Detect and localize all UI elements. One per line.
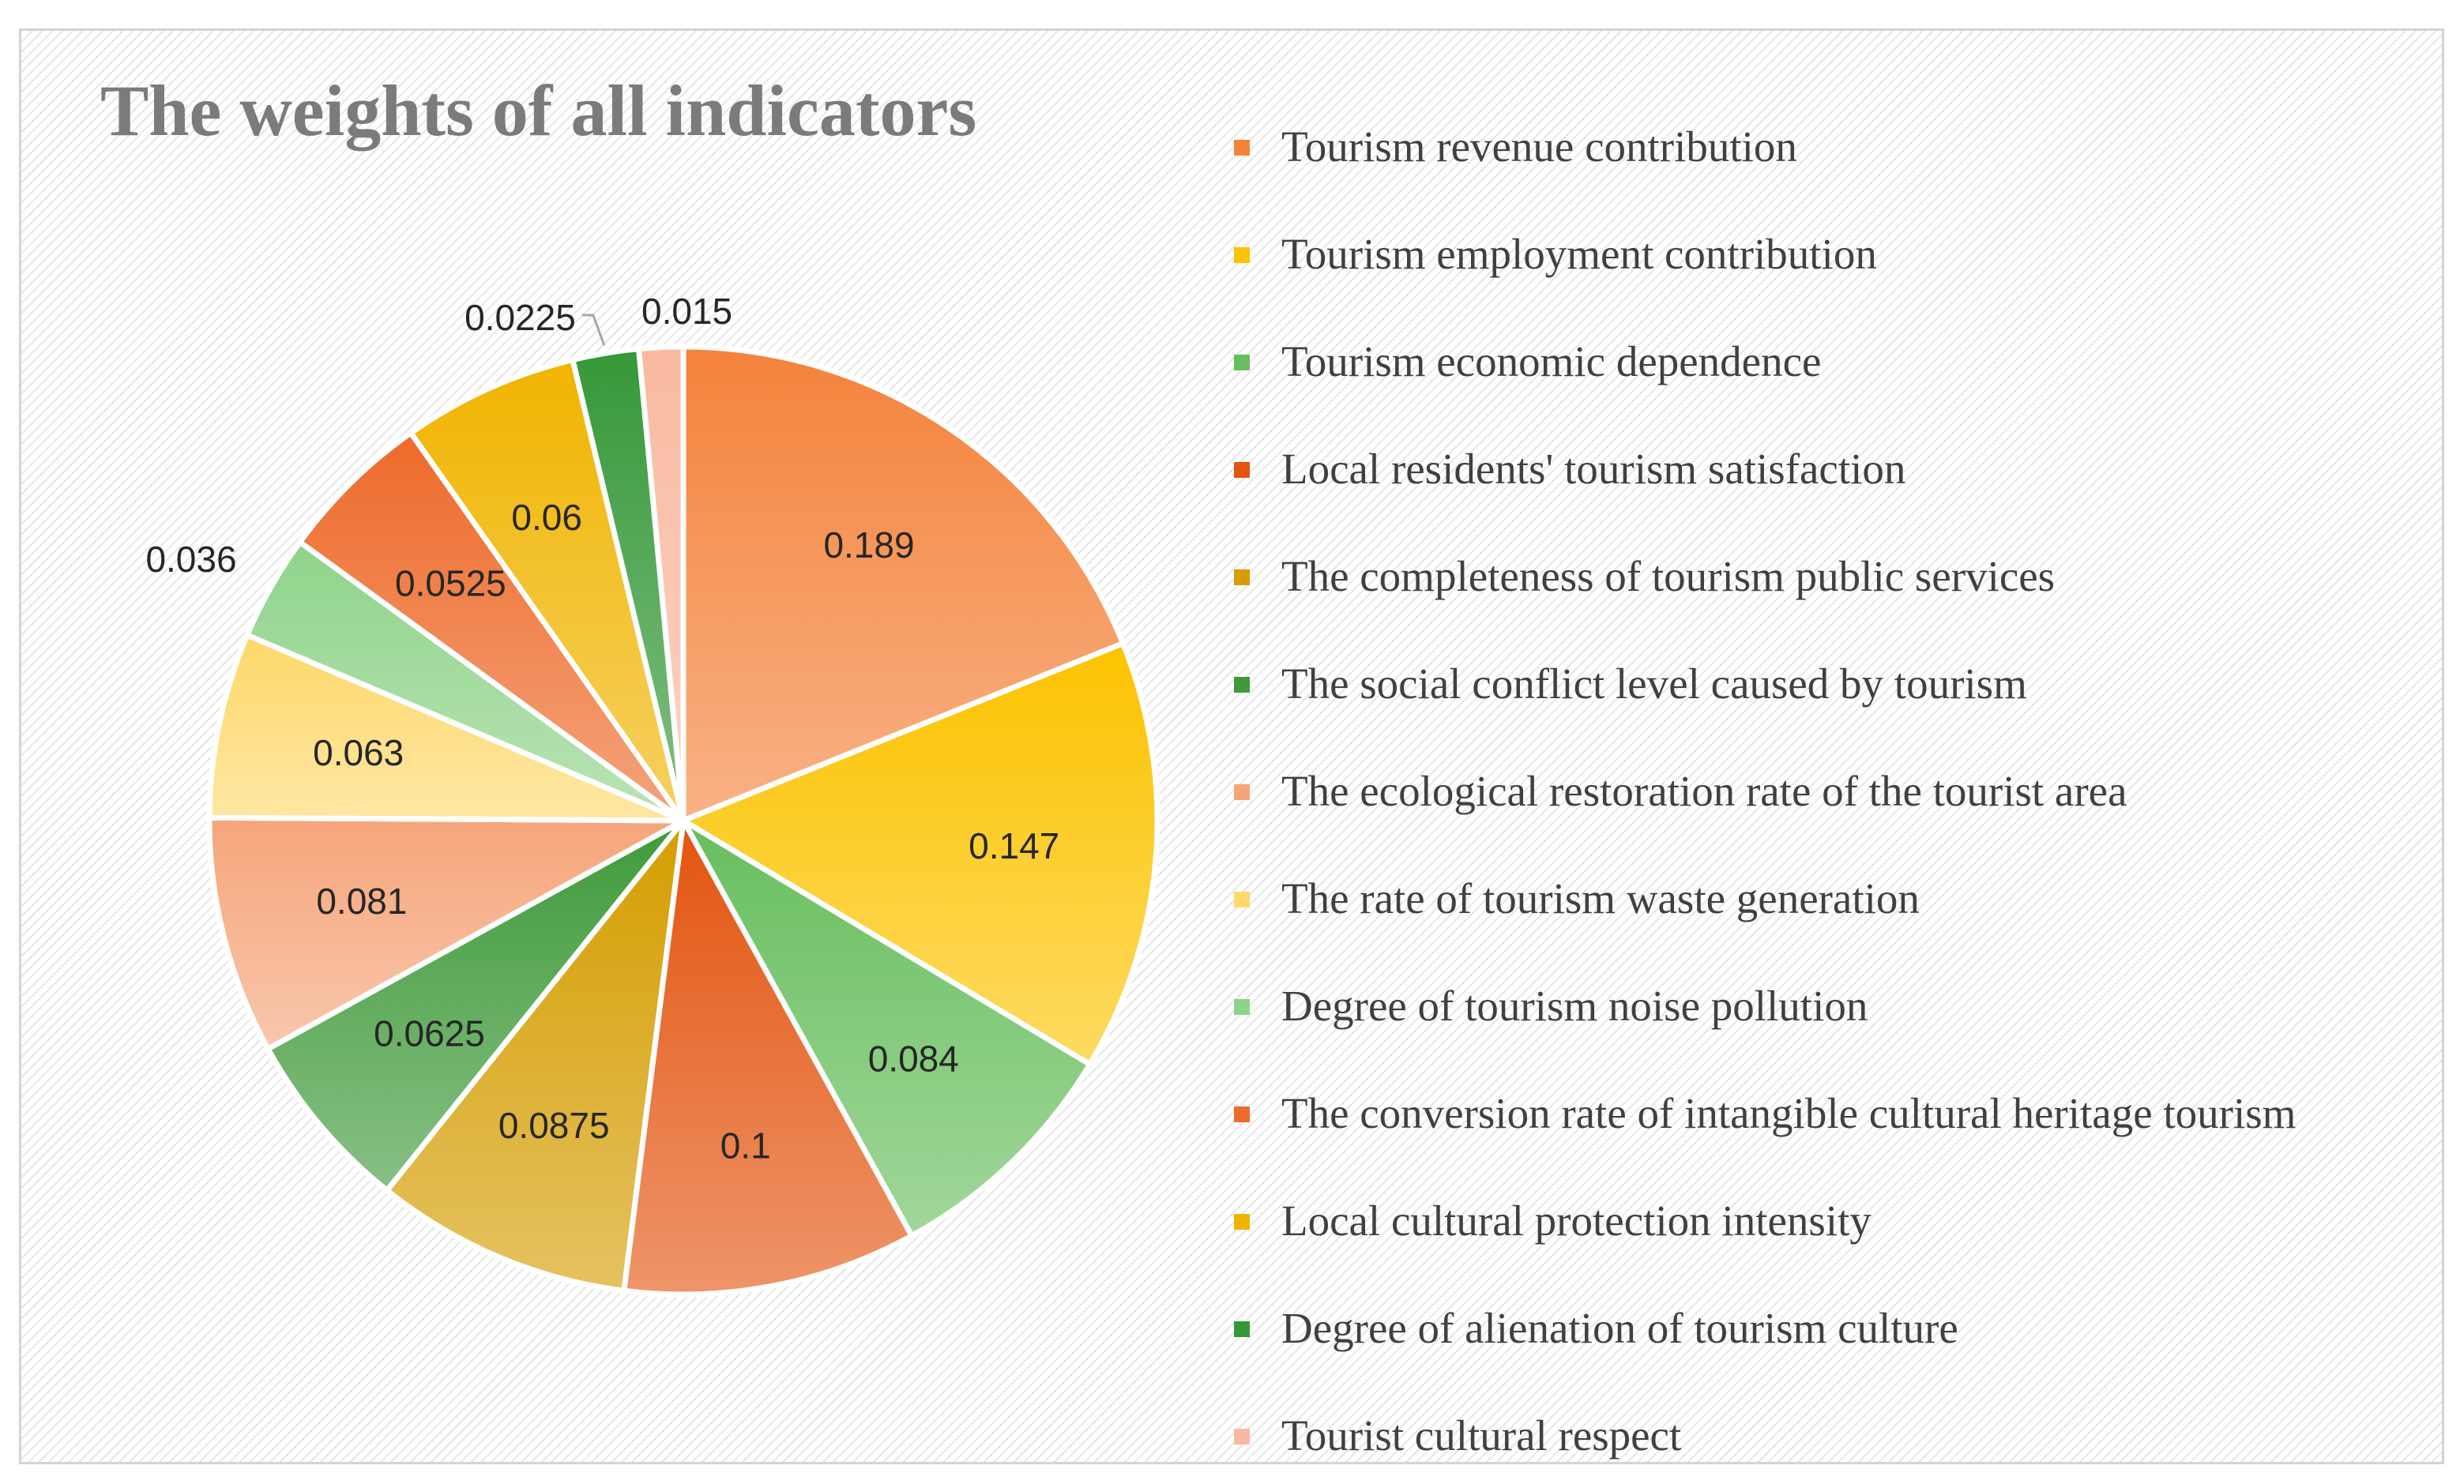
legend-label: Local residents' tourism satisfaction <box>1281 445 1906 493</box>
pie-slice-tourism-economic-dependence[interactable] <box>680 817 1093 1239</box>
data-label-the-ecological-restoration-rate-of-the-tourist-area: 0.081 <box>316 881 407 922</box>
data-label-tourism-revenue-contribution: 0.189 <box>823 524 914 565</box>
legend-label: Degree of alienation of tourism culture <box>1281 1304 1958 1352</box>
legend-swatch <box>1234 677 1250 693</box>
legend-label: Tourist cultural respect <box>1281 1411 1682 1460</box>
pie-slice-the-completeness-of-tourism-public-services[interactable] <box>384 817 687 1294</box>
chart-area: The weights of all indicators 0.189 0.147… <box>19 28 2444 1464</box>
chart-title: The weights of all indicators <box>100 70 977 151</box>
data-label-degree-of-tourism-noise-pollution: 0.036 <box>145 539 236 580</box>
pie-slice-the-conversion-rate-of-intangible-cultural-heritage-tourism[interactable] <box>297 430 687 824</box>
pie-slice-local-residents-tourism-satisfaction[interactable] <box>621 817 915 1298</box>
legend-swatch <box>1234 892 1250 907</box>
data-label-degree-of-alienation-of-tourism-culture: 0.0225 <box>465 297 576 338</box>
data-label-tourist-cultural-respect: 0.015 <box>641 291 732 332</box>
legend-swatch <box>1234 355 1250 370</box>
legend-swatch <box>1234 999 1250 1015</box>
legend-swatch <box>1234 784 1250 800</box>
legend-swatch <box>1234 140 1250 156</box>
data-label-tourism-employment-contribution: 0.147 <box>969 825 1059 866</box>
data-label-the-conversion-rate-of-intangible-cultural-heritage-tourism: 0.0525 <box>395 563 506 604</box>
legend-swatch <box>1234 1106 1250 1122</box>
pie-slice-the-rate-of-tourism-waste-generation[interactable] <box>206 632 687 824</box>
legend-swatch <box>1234 1429 1250 1445</box>
legend-label: Local cultural protection intensity <box>1281 1197 1872 1245</box>
legend-swatch <box>1234 1214 1250 1230</box>
legend-label: Tourism revenue contribution <box>1281 122 1797 171</box>
legend-label: The rate of tourism waste generation <box>1281 874 1920 922</box>
data-label-tourism-economic-dependence: 0.084 <box>868 1039 959 1080</box>
data-label-local-residents-tourism-satisfaction: 0.1 <box>720 1125 771 1167</box>
pie-slice-tourism-revenue-contribution[interactable] <box>680 344 1126 824</box>
data-label-the-social-conflict-level-caused-by-tourism: 0.0625 <box>374 1013 485 1054</box>
legend-label: The ecological restoration rate of the t… <box>1281 767 2127 815</box>
leader-line-degree-of-alienation-of-tourism-culture <box>581 314 606 346</box>
legend-label: Tourism economic dependence <box>1281 337 1822 385</box>
data-label-the-completeness-of-tourism-public-services: 0.0875 <box>498 1105 610 1146</box>
pie-chart: 0.189 0.147 0.084 0.1 0.0875 0.0625 0.081 0.063… <box>145 291 1161 1298</box>
legend-label: The completeness of tourism public servi… <box>1281 552 2056 600</box>
legend-swatch <box>1234 462 1250 478</box>
pie-slice-the-ecological-restoration-rate-of-the-tourist-area[interactable] <box>206 814 687 1052</box>
pie-slice-local-cultural-protection-intensity[interactable] <box>408 357 687 824</box>
pie-slice-tourist-cultural-respect[interactable] <box>636 344 687 824</box>
pie-slice-the-social-conflict-level-caused-by-tourism[interactable] <box>265 817 687 1193</box>
legend-label: The social conflict level caused by tour… <box>1281 659 2027 708</box>
data-label-the-rate-of-tourism-waste-generation: 0.063 <box>313 732 404 773</box>
legend-swatch <box>1234 1321 1250 1337</box>
legend-label: The conversion rate of intangible cultur… <box>1281 1089 2297 1137</box>
legend-label: Tourism employment contribution <box>1281 230 1877 278</box>
legend-swatch <box>1234 247 1250 263</box>
data-label-local-cultural-protection-intensity: 0.06 <box>511 497 582 538</box>
legend-swatch <box>1234 569 1250 585</box>
legend-label: Degree of tourism noise pollution <box>1281 982 1868 1030</box>
pie-slice-tourism-employment-contribution[interactable] <box>680 641 1161 1068</box>
